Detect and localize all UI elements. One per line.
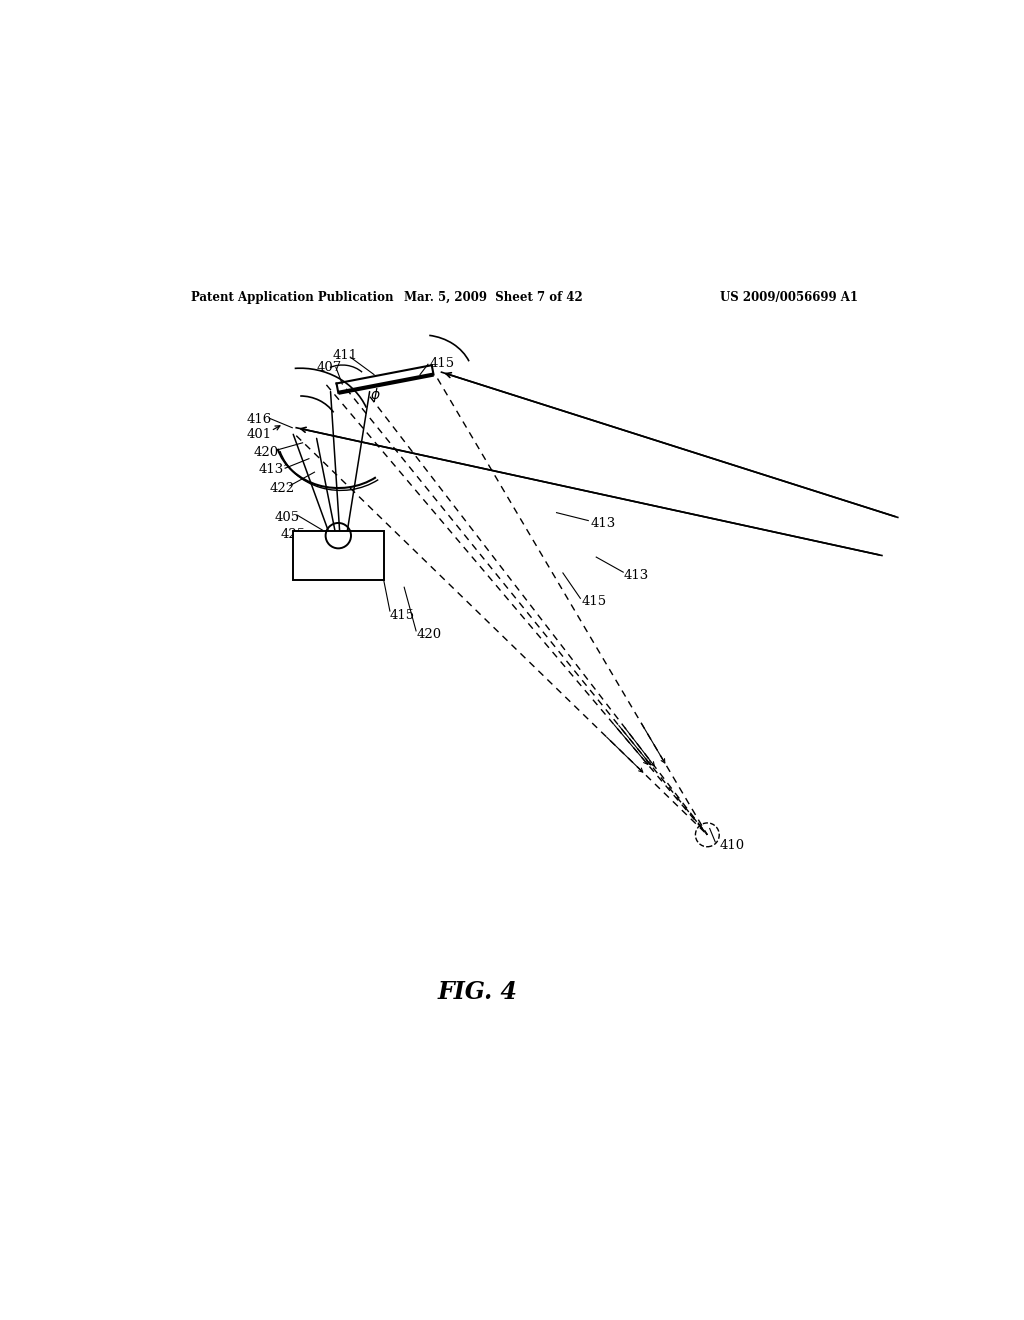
Text: 413’: 413’ <box>259 463 289 477</box>
Text: 413: 413 <box>591 517 615 531</box>
Text: Patent Application Publication: Patent Application Publication <box>191 292 394 304</box>
Text: US 2009/0056699 A1: US 2009/0056699 A1 <box>720 292 858 304</box>
Text: 410: 410 <box>719 838 744 851</box>
Text: 413: 413 <box>624 569 649 582</box>
Text: 425: 425 <box>281 528 305 541</box>
Text: 407: 407 <box>316 360 342 374</box>
Text: $\phi$: $\phi$ <box>370 387 381 404</box>
Text: 420: 420 <box>416 628 441 642</box>
Text: 415: 415 <box>390 609 415 622</box>
Text: Mar. 5, 2009  Sheet 7 of 42: Mar. 5, 2009 Sheet 7 of 42 <box>403 292 583 304</box>
Text: FIG. 4: FIG. 4 <box>437 979 517 1005</box>
Text: 411: 411 <box>333 348 357 362</box>
Text: 401: 401 <box>247 428 272 441</box>
Bar <box>293 531 384 579</box>
Text: 415: 415 <box>430 356 455 370</box>
Text: 405: 405 <box>274 511 300 524</box>
Text: 415: 415 <box>582 595 607 609</box>
Text: 420: 420 <box>253 446 279 459</box>
Text: 416: 416 <box>247 413 272 426</box>
Text: 422: 422 <box>269 482 294 495</box>
